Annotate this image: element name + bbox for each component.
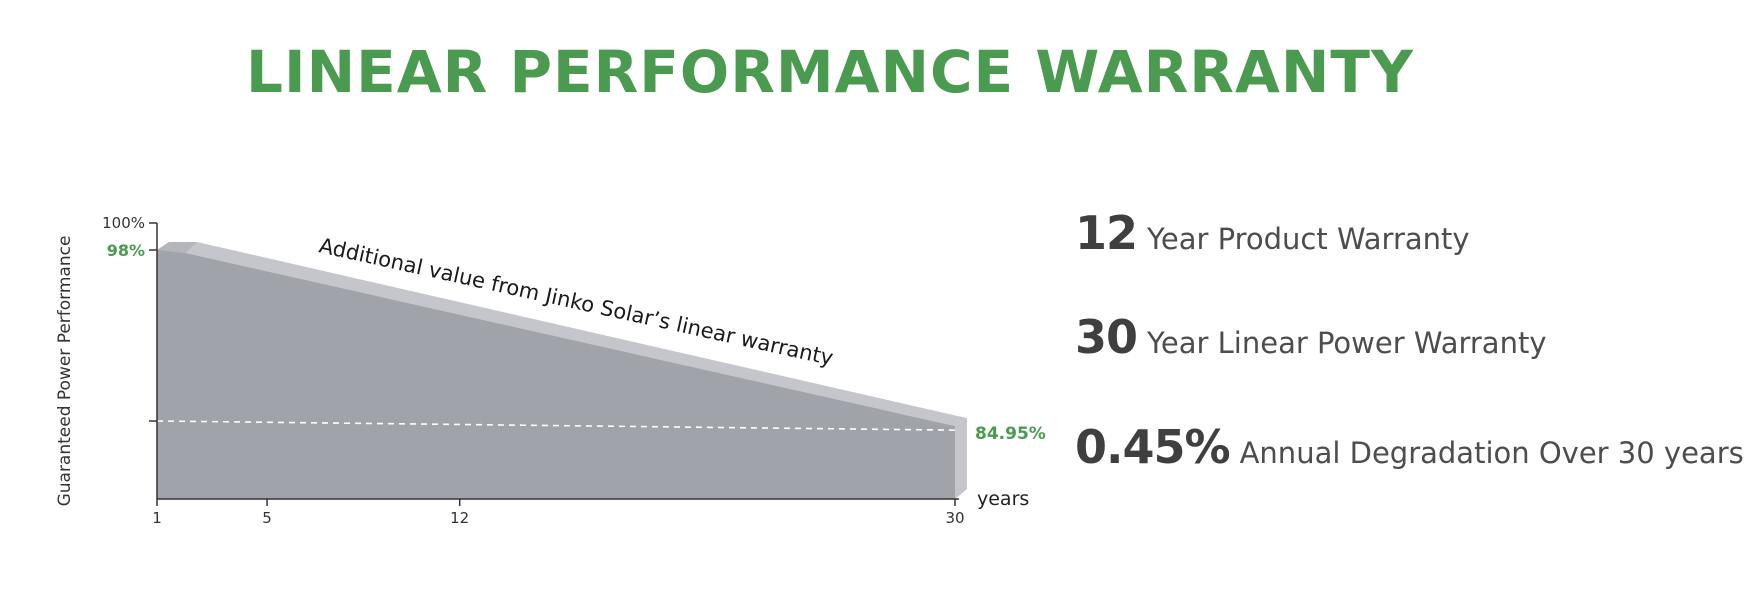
area-side-face [955, 418, 967, 499]
end-value-label: 84.95% [975, 424, 1046, 444]
warranty-chart: 1 5 12 30 Guaranteed Power Performance year… [55, 214, 1046, 527]
y-axis-label: Guaranteed Power Performance [55, 236, 75, 507]
x-tick-label: 30 [945, 509, 964, 527]
additional-value-band [157, 242, 967, 427]
linear-power-warranty-text: Year Linear Power Warranty [1147, 326, 1547, 360]
x-tick-label: 5 [262, 509, 272, 527]
x-tick-label: 12 [450, 509, 469, 527]
y-tick-label-98: 98% [107, 241, 145, 260]
annual-degradation-value: 0.45% [1075, 420, 1231, 474]
product-warranty: 12 Year Product Warranty [1075, 206, 1470, 260]
page-title: LINEAR PERFORMANCE WARRANTY [246, 38, 1414, 106]
band-side-face [157, 242, 197, 253]
product-warranty-text: Year Product Warranty [1147, 222, 1470, 256]
annual-degradation: 0.45% Annual Degradation Over 30 years [1075, 420, 1744, 474]
x-axis-label: years [977, 488, 1029, 510]
x-tick-label: 1 [152, 509, 162, 527]
product-warranty-value: 12 [1075, 206, 1138, 260]
annual-degradation-text: Annual Degradation Over 30 years [1239, 436, 1744, 470]
y-tick-label-100: 100% [102, 214, 145, 232]
linear-power-warranty-value: 30 [1075, 310, 1138, 364]
linear-power-warranty: 30 Year Linear Power Warranty [1075, 310, 1547, 364]
dashed-baseline [156, 420, 956, 431]
performance-area [157, 250, 955, 499]
